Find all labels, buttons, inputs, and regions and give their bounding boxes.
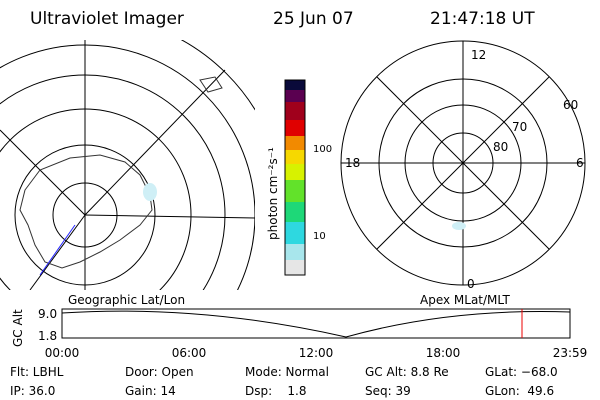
x-tick-label: 18:00 <box>426 346 461 360</box>
info-field: Door: Open <box>125 365 194 379</box>
mlt-label: 6 <box>576 156 584 170</box>
x-tick-label: 12:00 <box>299 346 334 360</box>
timeline-axis-label: GC Alt <box>11 309 25 347</box>
geo-map <box>0 40 255 290</box>
info-field: Flt: LBHL <box>10 365 64 379</box>
x-tick-label: 06:00 <box>172 346 207 360</box>
left-map-label: Geographic Lat/Lon <box>68 293 185 307</box>
info-field: GLon: 49.6 <box>485 384 554 398</box>
title: Ultraviolet Imager <box>30 9 184 29</box>
info-field: GC Alt: 8.8 Re <box>365 365 449 379</box>
altitude-curve <box>61 310 571 338</box>
right-map-label: Apex MLat/MLT <box>420 293 510 307</box>
timeline-frame <box>61 308 571 339</box>
mlt-label: 18 <box>345 156 360 170</box>
mlat-label: 70 <box>512 120 527 134</box>
y-tick-label: 1.8 <box>38 329 57 343</box>
colorbar-label: photon cm⁻²s⁻¹ <box>266 147 280 240</box>
mlat-label: 80 <box>493 140 508 154</box>
info-field: Mode: Normal <box>245 365 329 379</box>
time: 21:47:18 UT <box>430 9 535 29</box>
mlt-label: 12 <box>471 48 486 62</box>
info-field: Seq: 39 <box>365 384 411 398</box>
polar-map <box>340 40 586 286</box>
info-field: Dsp: 1.8 <box>245 384 307 398</box>
colorbar-tick: 100 <box>313 144 332 155</box>
mlat-label: 60 <box>563 98 578 112</box>
colorbar <box>284 79 306 276</box>
x-tick-label: 00:00 <box>45 346 80 360</box>
info-field: IP: 36.0 <box>10 384 55 398</box>
y-tick-label: 9.0 <box>38 307 57 321</box>
date: 25 Jun 07 <box>273 9 354 29</box>
aurora-spot <box>452 222 466 230</box>
x-tick-label: 23:59 <box>553 346 588 360</box>
info-field: GLat: −68.0 <box>485 365 558 379</box>
mlt-label: 0 <box>467 277 475 291</box>
info-field: Gain: 14 <box>125 384 176 398</box>
colorbar-tick: 10 <box>313 231 326 242</box>
